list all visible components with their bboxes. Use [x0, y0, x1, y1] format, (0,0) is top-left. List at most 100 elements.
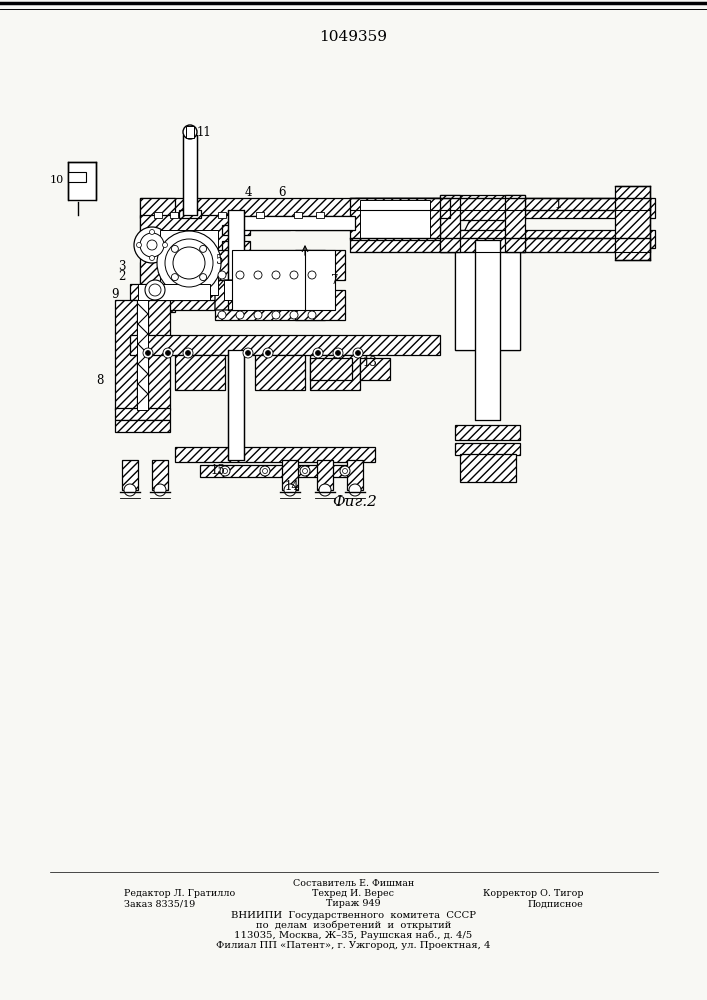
- Circle shape: [290, 271, 298, 279]
- Circle shape: [199, 274, 206, 281]
- Circle shape: [290, 311, 298, 319]
- Circle shape: [157, 231, 221, 295]
- Circle shape: [218, 311, 226, 319]
- Bar: [115, 300, 137, 410]
- Bar: [305, 250, 335, 310]
- Text: Филиал ПП «Патент», г. Ужгород, ул. Проектная, 4: Филиал ПП «Патент», г. Ужгород, ул. Прое…: [216, 940, 491, 950]
- Circle shape: [183, 348, 193, 358]
- Bar: [122, 460, 138, 490]
- Bar: [294, 212, 302, 218]
- Circle shape: [353, 348, 363, 358]
- Text: по  делам  изобретений  и  открытий: по делам изобретений и открытий: [256, 920, 451, 930]
- Circle shape: [245, 351, 250, 356]
- Bar: [256, 212, 264, 218]
- Bar: [186, 126, 194, 138]
- Bar: [316, 212, 324, 218]
- Bar: [360, 358, 390, 380]
- Circle shape: [313, 348, 323, 358]
- Bar: [355, 198, 655, 218]
- Bar: [500, 250, 520, 350]
- Bar: [140, 198, 450, 218]
- Circle shape: [243, 348, 253, 358]
- Circle shape: [308, 271, 316, 279]
- Circle shape: [266, 351, 271, 356]
- Circle shape: [300, 466, 310, 476]
- Circle shape: [254, 311, 262, 319]
- Circle shape: [340, 466, 350, 476]
- Bar: [195, 220, 235, 255]
- Text: Корректор О. Тигор: Корректор О. Тигор: [483, 890, 583, 898]
- Bar: [350, 198, 440, 240]
- Text: 4: 4: [244, 186, 252, 198]
- Bar: [228, 210, 244, 310]
- Circle shape: [336, 351, 341, 356]
- Circle shape: [262, 468, 267, 474]
- Circle shape: [284, 484, 296, 496]
- Bar: [170, 212, 178, 218]
- Bar: [140, 198, 175, 255]
- Bar: [310, 358, 352, 380]
- Circle shape: [272, 271, 280, 279]
- Bar: [222, 225, 250, 235]
- Polygon shape: [455, 250, 520, 350]
- Circle shape: [260, 466, 270, 476]
- Circle shape: [220, 466, 230, 476]
- Circle shape: [163, 242, 168, 247]
- Circle shape: [124, 484, 136, 496]
- Bar: [160, 230, 218, 295]
- Bar: [295, 290, 345, 320]
- Bar: [295, 216, 355, 230]
- Text: Техред И. Верес: Техред И. Верес: [312, 890, 395, 898]
- Circle shape: [236, 271, 244, 279]
- Text: 15: 15: [211, 464, 226, 477]
- Text: 2: 2: [118, 270, 126, 284]
- Bar: [224, 280, 248, 300]
- Circle shape: [173, 247, 205, 279]
- Polygon shape: [455, 210, 520, 250]
- Bar: [350, 198, 650, 210]
- Bar: [222, 241, 250, 255]
- Circle shape: [349, 484, 361, 496]
- Text: 3: 3: [118, 260, 126, 273]
- Bar: [440, 195, 460, 252]
- Bar: [218, 212, 226, 218]
- Circle shape: [146, 351, 151, 356]
- Bar: [130, 284, 218, 300]
- Bar: [215, 250, 325, 280]
- Circle shape: [319, 484, 331, 496]
- Circle shape: [165, 239, 213, 287]
- Circle shape: [199, 245, 206, 252]
- Circle shape: [171, 274, 178, 281]
- Circle shape: [143, 348, 153, 358]
- Bar: [235, 216, 355, 230]
- Bar: [175, 355, 225, 390]
- Circle shape: [185, 351, 190, 356]
- Text: 10: 10: [50, 175, 64, 185]
- Text: 8: 8: [96, 373, 104, 386]
- Text: Подписное: Подписное: [527, 900, 583, 908]
- Circle shape: [254, 271, 262, 279]
- Circle shape: [342, 468, 348, 474]
- Bar: [115, 420, 170, 432]
- Circle shape: [356, 351, 361, 356]
- Circle shape: [147, 240, 157, 250]
- Circle shape: [303, 468, 308, 474]
- Text: 11: 11: [197, 125, 211, 138]
- Bar: [183, 135, 197, 215]
- Bar: [175, 447, 375, 462]
- Circle shape: [140, 233, 164, 257]
- Bar: [295, 250, 345, 280]
- Bar: [68, 172, 86, 182]
- Text: 6: 6: [279, 186, 286, 198]
- Circle shape: [308, 311, 316, 319]
- Bar: [455, 425, 520, 440]
- Bar: [228, 350, 244, 460]
- Bar: [255, 355, 305, 390]
- Bar: [130, 335, 440, 355]
- Polygon shape: [215, 280, 245, 310]
- Bar: [115, 408, 170, 420]
- Bar: [505, 195, 525, 252]
- Text: 9: 9: [111, 288, 119, 302]
- Circle shape: [165, 351, 170, 356]
- Bar: [310, 355, 360, 390]
